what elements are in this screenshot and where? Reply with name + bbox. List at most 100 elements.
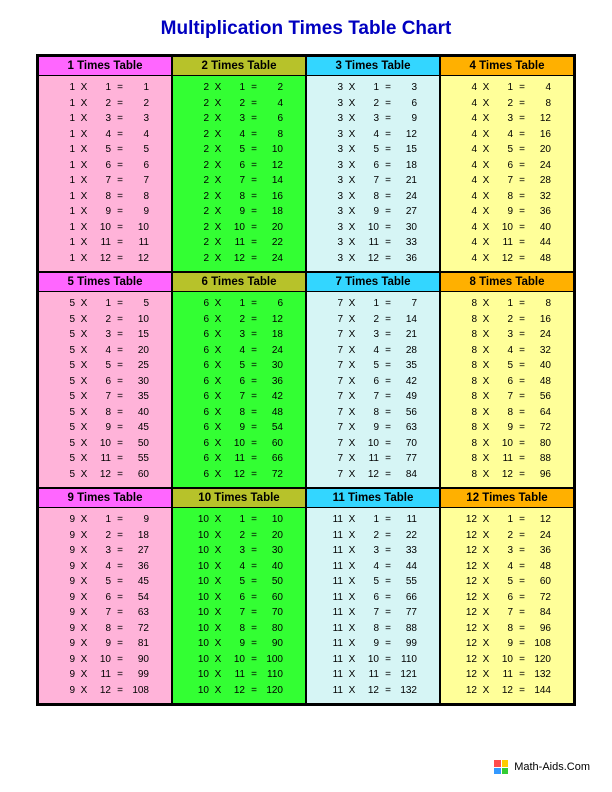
equation-row: 5X1=5 bbox=[39, 296, 171, 312]
equation-row: 5X10=50 bbox=[39, 436, 171, 452]
equation-row: 4X11=44 bbox=[441, 235, 573, 251]
equation-row: 3X4=12 bbox=[307, 127, 439, 143]
equation-row: 5X12=60 bbox=[39, 467, 171, 483]
equation-row: 12X4=48 bbox=[441, 559, 573, 575]
equation-row: 1X6=6 bbox=[39, 158, 171, 174]
equation-row: 12X9=108 bbox=[441, 636, 573, 652]
equation-row: 8X5=40 bbox=[441, 358, 573, 374]
equation-row: 3X9=27 bbox=[307, 204, 439, 220]
equation-row: 8X3=24 bbox=[441, 327, 573, 343]
times-table-body-11: 11X1=1111X2=2211X3=3311X4=4411X5=5511X6=… bbox=[307, 508, 439, 703]
equation-row: 10X10=100 bbox=[173, 652, 305, 668]
equation-row: 6X12=72 bbox=[173, 467, 305, 483]
times-table-cell-10: 10 Times Table10X1=1010X2=2010X3=3010X4=… bbox=[172, 488, 306, 704]
equation-row: 11X7=77 bbox=[307, 605, 439, 621]
equation-row: 7X6=42 bbox=[307, 374, 439, 390]
times-table-cell-2: 2 Times Table2X1=22X2=42X3=62X4=82X5=102… bbox=[172, 56, 306, 272]
equation-row: 7X4=28 bbox=[307, 343, 439, 359]
equation-row: 10X7=70 bbox=[173, 605, 305, 621]
equation-row: 10X9=90 bbox=[173, 636, 305, 652]
equation-row: 8X1=8 bbox=[441, 296, 573, 312]
equation-row: 7X8=56 bbox=[307, 405, 439, 421]
equation-row: 7X12=84 bbox=[307, 467, 439, 483]
equation-row: 11X8=88 bbox=[307, 621, 439, 637]
equation-row: 4X5=20 bbox=[441, 142, 573, 158]
times-table-cell-12: 12 Times Table12X1=1212X2=2412X3=3612X4=… bbox=[440, 488, 574, 704]
times-table-header-6: 6 Times Table bbox=[173, 273, 305, 292]
equation-row: 12X10=120 bbox=[441, 652, 573, 668]
times-table-body-7: 7X1=77X2=147X3=217X4=287X5=357X6=427X7=4… bbox=[307, 292, 439, 487]
equation-row: 5X4=20 bbox=[39, 343, 171, 359]
equation-row: 1X1=1 bbox=[39, 80, 171, 96]
equation-row: 3X8=24 bbox=[307, 189, 439, 205]
times-table-header-4: 4 Times Table bbox=[441, 57, 573, 76]
equation-row: 1X2=2 bbox=[39, 96, 171, 112]
equation-row: 10X11=110 bbox=[173, 667, 305, 683]
equation-row: 2X5=10 bbox=[173, 142, 305, 158]
equation-row: 2X10=20 bbox=[173, 220, 305, 236]
equation-row: 10X3=30 bbox=[173, 543, 305, 559]
equation-row: 10X6=60 bbox=[173, 590, 305, 606]
equation-row: 6X4=24 bbox=[173, 343, 305, 359]
equation-row: 10X5=50 bbox=[173, 574, 305, 590]
equation-row: 3X3=9 bbox=[307, 111, 439, 127]
equation-row: 11X5=55 bbox=[307, 574, 439, 590]
times-table-header-8: 8 Times Table bbox=[441, 273, 573, 292]
times-table-cell-3: 3 Times Table3X1=33X2=63X3=93X4=123X5=15… bbox=[306, 56, 440, 272]
equation-row: 1X7=7 bbox=[39, 173, 171, 189]
equation-row: 3X7=21 bbox=[307, 173, 439, 189]
equation-row: 5X8=40 bbox=[39, 405, 171, 421]
times-table-header-7: 7 Times Table bbox=[307, 273, 439, 292]
equation-row: 2X4=8 bbox=[173, 127, 305, 143]
equation-row: 5X2=10 bbox=[39, 312, 171, 328]
times-table-body-3: 3X1=33X2=63X3=93X4=123X5=153X6=183X7=213… bbox=[307, 76, 439, 271]
equation-row: 3X5=15 bbox=[307, 142, 439, 158]
equation-row: 1X4=4 bbox=[39, 127, 171, 143]
equation-row: 7X1=7 bbox=[307, 296, 439, 312]
equation-row: 11X9=99 bbox=[307, 636, 439, 652]
equation-row: 9X11=99 bbox=[39, 667, 171, 683]
equation-row: 4X7=28 bbox=[441, 173, 573, 189]
equation-row: 11X4=44 bbox=[307, 559, 439, 575]
equation-row: 2X7=14 bbox=[173, 173, 305, 189]
equation-row: 11X6=66 bbox=[307, 590, 439, 606]
equation-row: 3X11=33 bbox=[307, 235, 439, 251]
equation-row: 5X9=45 bbox=[39, 420, 171, 436]
times-table-cell-9: 9 Times Table9X1=99X2=189X3=279X4=369X5=… bbox=[38, 488, 172, 704]
times-table-cell-1: 1 Times Table1X1=11X2=21X3=31X4=41X5=51X… bbox=[38, 56, 172, 272]
equation-row: 8X7=56 bbox=[441, 389, 573, 405]
equation-row: 12X11=132 bbox=[441, 667, 573, 683]
equation-row: 4X12=48 bbox=[441, 251, 573, 267]
times-table-body-12: 12X1=1212X2=2412X3=3612X4=4812X5=6012X6=… bbox=[441, 508, 573, 703]
equation-row: 4X2=8 bbox=[441, 96, 573, 112]
times-table-body-10: 10X1=1010X2=2010X3=3010X4=4010X5=5010X6=… bbox=[173, 508, 305, 703]
times-table-header-5: 5 Times Table bbox=[39, 273, 171, 292]
equation-row: 2X6=12 bbox=[173, 158, 305, 174]
equation-row: 3X1=3 bbox=[307, 80, 439, 96]
equation-row: 7X3=21 bbox=[307, 327, 439, 343]
equation-row: 11X2=22 bbox=[307, 528, 439, 544]
equation-row: 1X8=8 bbox=[39, 189, 171, 205]
equation-row: 11X1=11 bbox=[307, 512, 439, 528]
equation-row: 9X1=9 bbox=[39, 512, 171, 528]
equation-row: 4X1=4 bbox=[441, 80, 573, 96]
equation-row: 9X5=45 bbox=[39, 574, 171, 590]
times-table-body-8: 8X1=88X2=168X3=248X4=328X5=408X6=488X7=5… bbox=[441, 292, 573, 487]
equation-row: 6X11=66 bbox=[173, 451, 305, 467]
equation-row: 2X2=4 bbox=[173, 96, 305, 112]
equation-row: 12X8=96 bbox=[441, 621, 573, 637]
page-title: Multiplication Times Table Chart bbox=[0, 18, 612, 40]
equation-row: 7X9=63 bbox=[307, 420, 439, 436]
equation-row: 4X4=16 bbox=[441, 127, 573, 143]
equation-row: 12X3=36 bbox=[441, 543, 573, 559]
times-table-body-4: 4X1=44X2=84X3=124X4=164X5=204X6=244X7=28… bbox=[441, 76, 573, 271]
times-table-cell-6: 6 Times Table6X1=66X2=126X3=186X4=246X5=… bbox=[172, 272, 306, 488]
equation-row: 5X7=35 bbox=[39, 389, 171, 405]
equation-row: 1X11=11 bbox=[39, 235, 171, 251]
equation-row: 10X4=40 bbox=[173, 559, 305, 575]
equation-row: 12X6=72 bbox=[441, 590, 573, 606]
equation-row: 8X9=72 bbox=[441, 420, 573, 436]
times-table-cell-4: 4 Times Table4X1=44X2=84X3=124X4=164X5=2… bbox=[440, 56, 574, 272]
equation-row: 3X12=36 bbox=[307, 251, 439, 267]
times-table-header-1: 1 Times Table bbox=[39, 57, 171, 76]
